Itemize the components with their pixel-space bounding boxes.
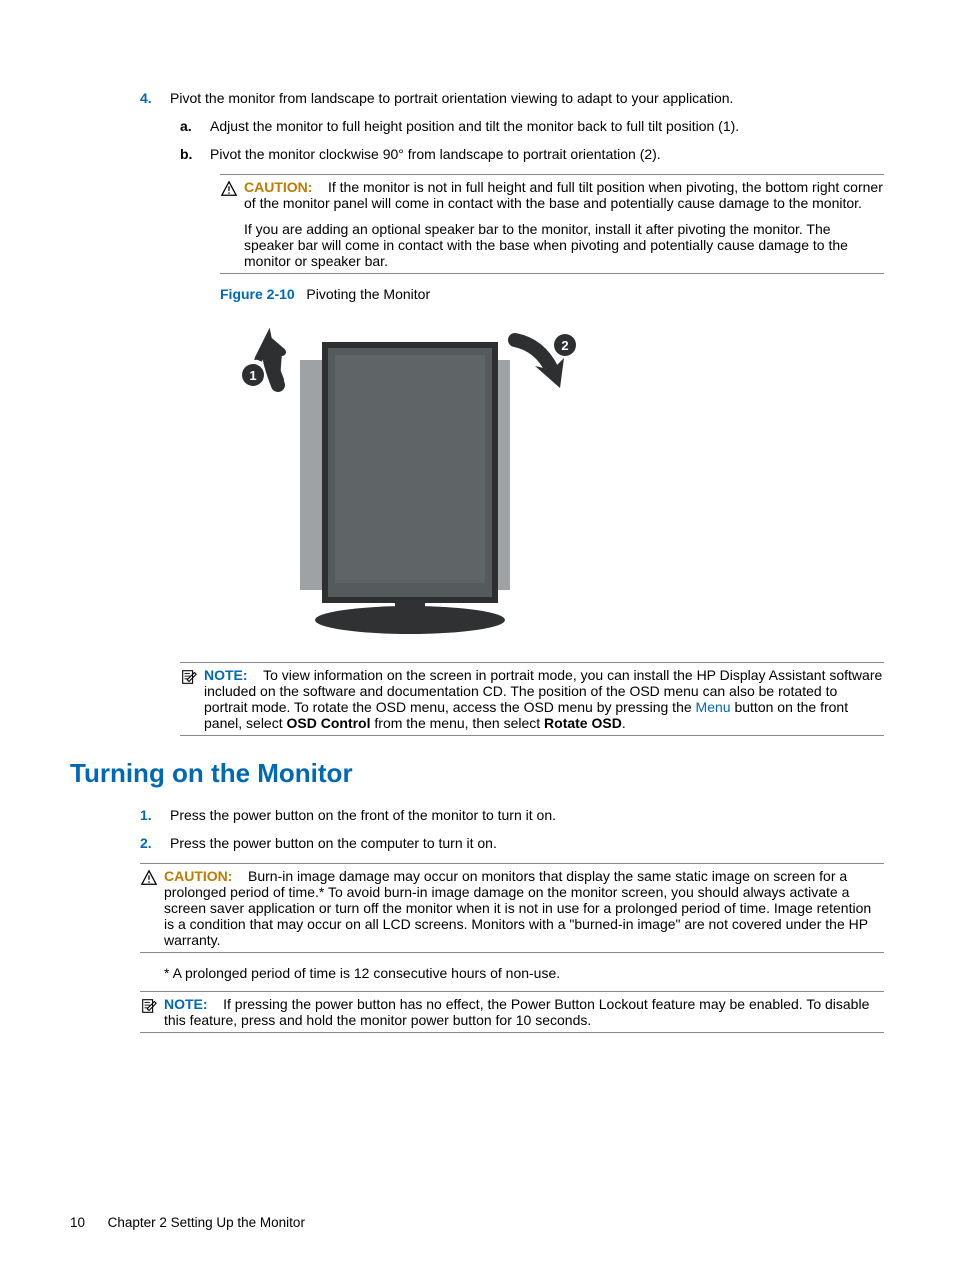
svg-text:2: 2 (561, 338, 568, 353)
note-icon (140, 997, 162, 1018)
footnote: * A prolonged period of time is 12 conse… (164, 965, 884, 981)
ordered-list-level2: a. Adjust the monitor to full height pos… (180, 118, 884, 650)
caution-text-1 (316, 179, 328, 195)
step-text: Pivot the monitor from landscape to port… (170, 90, 733, 106)
note-text-end: . (622, 715, 626, 731)
caution-label: CAUTION: (244, 179, 312, 195)
power-step-2: 2. Press the power button on the compute… (140, 835, 884, 851)
rotate-osd-label: Rotate OSD (544, 715, 622, 731)
caution-text: Burn-in image damage may occur on monito… (164, 868, 871, 948)
figure-title-text: Pivoting the Monitor (306, 286, 430, 302)
step-4: 4. Pivot the monitor from landscape to p… (140, 90, 884, 106)
substep-text: Pivot the monitor clockwise 90° from lan… (210, 146, 661, 162)
note-icon (180, 668, 202, 689)
figure-number: Figure 2-10 (220, 286, 295, 302)
substep-letter: b. (180, 146, 210, 162)
substep-a: a. Adjust the monitor to full height pos… (180, 118, 884, 134)
caution-callout: CAUTION: If the monitor is not in full h… (220, 174, 884, 274)
note-label: NOTE: (204, 667, 248, 683)
ordered-list-power: 1. Press the power button on the front o… (140, 807, 884, 851)
caution-text-1b: If the monitor is not in full height and… (244, 179, 883, 211)
chapter-label: Chapter 2 Setting Up the Monitor (108, 1215, 305, 1230)
substep-b: b. Pivot the monitor clockwise 90° from … (180, 146, 884, 162)
page-number: 10 (70, 1215, 85, 1230)
caution-body: CAUTION: Burn-in image damage may occur … (164, 868, 884, 948)
substep-text: Adjust the monitor to full height positi… (210, 118, 739, 134)
section-heading: Turning on the Monitor (70, 758, 884, 789)
page-footer: 10 Chapter 2 Setting Up the Monitor (70, 1215, 305, 1230)
note-callout: NOTE: To view information on the screen … (180, 662, 884, 736)
caution-icon (140, 869, 162, 890)
note-body: NOTE: To view information on the screen … (204, 667, 884, 731)
osd-control-label: OSD Control (287, 715, 371, 731)
caution-body: CAUTION: If the monitor is not in full h… (244, 179, 884, 269)
note-label: NOTE: (164, 996, 208, 1012)
page-content: 4. Pivot the monitor from landscape to p… (70, 90, 884, 1033)
caution-icon (220, 180, 242, 201)
note-text: If pressing the power button has no effe… (164, 996, 869, 1028)
svg-text:1: 1 (249, 368, 256, 383)
step-number: 2. (140, 835, 170, 851)
caution-label: CAUTION: (164, 868, 232, 884)
menu-button-ref: Menu (696, 699, 731, 715)
caution-callout-2: CAUTION: Burn-in image damage may occur … (140, 863, 884, 953)
step-text: Press the power button on the front of t… (170, 807, 556, 823)
note-body: NOTE: If pressing the power button has n… (164, 996, 884, 1028)
caution-text-2: If you are adding an optional speaker ba… (244, 221, 884, 269)
step-number: 4. (140, 90, 170, 106)
step-number: 1. (140, 807, 170, 823)
figure-image: 1 2 (220, 310, 580, 650)
note-callout-2: NOTE: If pressing the power button has n… (140, 991, 884, 1033)
ordered-list-level1: 4. Pivot the monitor from landscape to p… (140, 90, 884, 650)
substep-letter: a. (180, 118, 210, 134)
power-step-1: 1. Press the power button on the front o… (140, 807, 884, 823)
note-text-mid2: from the menu, then select (371, 715, 545, 731)
step-text: Press the power button on the computer t… (170, 835, 497, 851)
figure-caption: Figure 2-10 Pivoting the Monitor (220, 286, 884, 302)
